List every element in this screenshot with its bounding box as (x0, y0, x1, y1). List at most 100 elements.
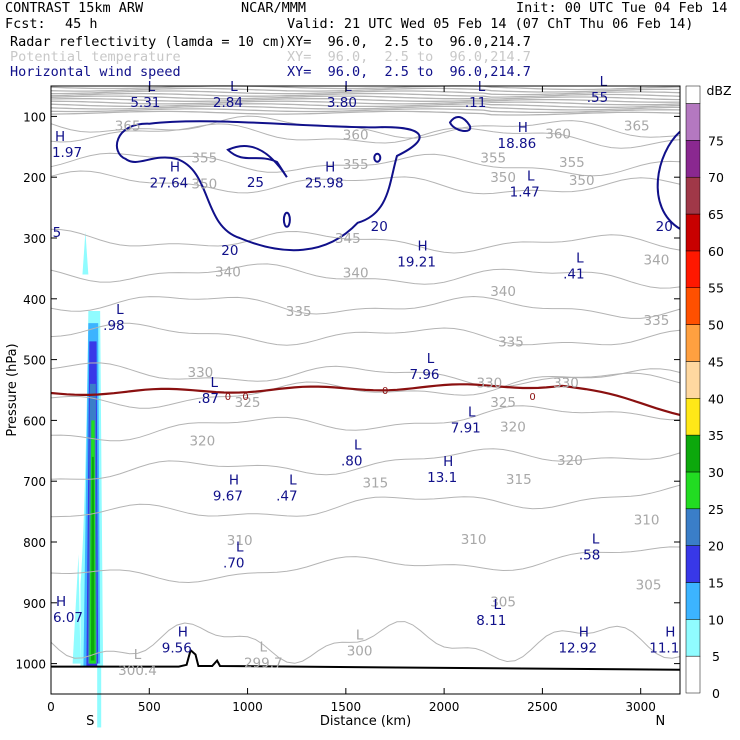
radar-lower-cell (72, 554, 81, 664)
header-valid: Valid: 21 UTC Wed 05 Feb 14 (07 ChT Thu … (287, 16, 694, 32)
colorbar-tick-label: 45 (708, 354, 724, 369)
extremum-kind: L (230, 79, 238, 95)
y-tick-label: 500 (23, 354, 46, 368)
header-title: CONTRAST 15km ARW (5, 0, 144, 16)
extremum-kind: L (527, 168, 535, 184)
y-tick-label: 900 (23, 597, 46, 611)
extremum-kind: L (354, 438, 362, 454)
theta-label: 360 (343, 128, 369, 144)
extremum-kind: H (518, 120, 528, 136)
theta-label: 335 (498, 334, 524, 350)
extremum-value: 3.80 (327, 95, 357, 111)
colorbar-swatch (685, 582, 701, 620)
theta-label: 310 (227, 533, 253, 549)
extremum-kind: H (178, 624, 188, 640)
colorbar-swatch (685, 361, 701, 399)
theta-contour (50, 448, 681, 480)
field-wind-name: Horizontal wind speed (10, 64, 181, 80)
theta-contour (50, 546, 681, 584)
extremum-value: 13.1 (427, 470, 457, 486)
extremum-value: 7.96 (409, 367, 439, 383)
theta-band-line (50, 90, 681, 96)
extremum-value: .41 (563, 266, 584, 282)
theta-band-line (50, 92, 681, 98)
extremum-kind: L (576, 250, 584, 266)
theta-contour (50, 295, 681, 319)
colorbar-tick-label: 40 (708, 391, 724, 406)
surface-extremum-value: 299.7 (244, 656, 283, 672)
theta-label: 325 (235, 395, 261, 411)
extremum-kind: L (289, 472, 297, 488)
extremum-value: 2.84 (213, 95, 243, 111)
extremum-kind: L (148, 79, 156, 95)
extremum-value: 8.11 (476, 613, 506, 629)
extremum-value: .98 (103, 318, 124, 334)
colorbar-swatch (685, 471, 701, 510)
surface-extremum-kind: L (356, 627, 364, 643)
theta-band-line (50, 105, 681, 111)
wind-contour-edge (656, 130, 681, 230)
extremum-kind: H (56, 594, 66, 610)
theta-label: 340 (343, 266, 369, 282)
y-tick-label: 600 (23, 414, 46, 428)
wind-contour-label: 20 (656, 219, 673, 235)
colorbar-unit: dBZ (706, 83, 731, 98)
extremum-kind: H (418, 238, 428, 254)
extremum-value: 11.1 (649, 640, 679, 656)
extremum-value: .70 (223, 555, 244, 571)
colorbar-swatch (685, 655, 701, 694)
theta-label: 365 (624, 119, 650, 135)
theta-contour (50, 228, 681, 254)
zero-label: 0 (242, 392, 248, 403)
extremum-kind: H (579, 624, 589, 640)
colorbar-tick-label: 25 (708, 502, 724, 517)
colorbar: 0 5 10 15 20 25 30 35 40 45 50 55 60 65 70 75 dBZ (685, 83, 732, 701)
theta-band-line (50, 108, 681, 114)
x-tick-label: 0 (47, 700, 55, 714)
extremum-value: 7.91 (451, 420, 481, 436)
header-fcst-value: 45 h (65, 16, 98, 32)
theta-contour (50, 115, 681, 139)
x-tick-label: 2500 (527, 700, 558, 714)
extremum-value: 9.67 (213, 488, 243, 504)
wind-contour-label: 25 (247, 175, 264, 191)
theta-label: 315 (506, 472, 532, 488)
extremum-value: 12.92 (558, 640, 597, 656)
extremum-kind: L (427, 351, 435, 367)
header-fcst-label: Fcst: (5, 16, 46, 32)
x-axis-label: Distance (km) (320, 714, 411, 729)
colorbar-tick-label: 20 (708, 539, 724, 554)
y-tick-label: 100 (23, 110, 46, 124)
extremum-kind: H (665, 624, 675, 640)
y-tick-label: 300 (23, 232, 46, 246)
radar-35dbz (90, 456, 95, 661)
wind-contour-small (373, 152, 382, 163)
x-tick-label: 1500 (331, 700, 362, 714)
theta-label: 355 (343, 157, 369, 173)
surface-extremum-kind: L (260, 640, 268, 656)
theta-contour (50, 152, 681, 177)
extremum-value: .80 (341, 454, 362, 470)
theta-label: 310 (461, 532, 487, 548)
theta-contour (50, 170, 681, 195)
theta-contour (50, 123, 681, 149)
extremum-kind: L (344, 79, 352, 95)
x-tick-label: 1000 (232, 700, 263, 714)
wind-contours (116, 116, 681, 252)
extremum-value: 18.86 (498, 136, 537, 152)
colorbar-swatch (685, 103, 701, 141)
field-theta-xy: XY= 96.0, 2.5 to 96.0,214.7 (287, 49, 531, 65)
theta-label: 340 (490, 284, 516, 300)
radar-side-strip (97, 663, 102, 728)
theta-label: 330 (476, 376, 502, 392)
theta-label: 340 (215, 264, 241, 280)
theta-label: 345 (335, 231, 361, 247)
theta-contour (50, 372, 681, 409)
theta-label: 305 (636, 578, 662, 594)
colorbar-tick-label: 30 (708, 465, 724, 480)
plot-frame (50, 85, 681, 695)
x-north-label: N (655, 714, 665, 729)
terrain-line (50, 648, 681, 671)
extremum-value: .55 (587, 90, 608, 106)
x-tick-label: 3000 (625, 700, 656, 714)
